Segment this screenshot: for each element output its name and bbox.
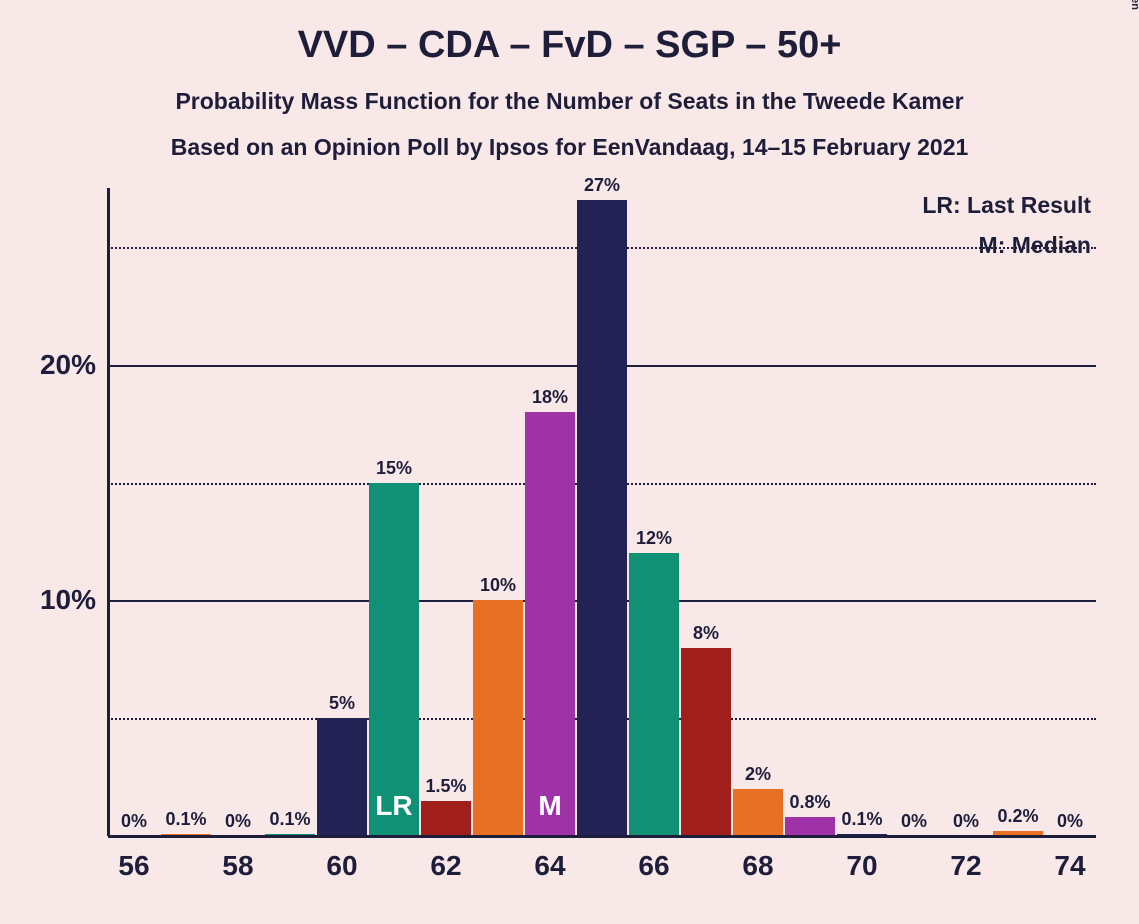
bar: 15%LR: [369, 483, 419, 836]
x-axis-label: 74: [1054, 850, 1085, 882]
bar-value-label: 27%: [584, 175, 620, 196]
bar: 1.5%: [421, 801, 471, 836]
bar-value-label: 8%: [693, 623, 719, 644]
x-axis-label: 60: [326, 850, 357, 882]
copyright-text: © 2021 Filip van Laenen: [1129, 0, 1139, 10]
bar: 10%: [473, 600, 523, 836]
bar-value-label: 0.2%: [997, 806, 1038, 827]
y-axis: [107, 188, 110, 836]
x-axis: [108, 835, 1096, 838]
bar-value-label: 0.8%: [789, 792, 830, 813]
chart-container: VVD – CDA – FvD – SGP – 50+ Probability …: [0, 0, 1139, 924]
chart-subtitle-2: Based on an Opinion Poll by Ipsos for Ee…: [0, 134, 1139, 161]
bar-value-label: 0%: [1057, 811, 1083, 832]
bar-value-label: 0.1%: [269, 809, 310, 830]
bar-value-label: 2%: [745, 764, 771, 785]
bar-value-label: 10%: [480, 575, 516, 596]
y-axis-label: 10%: [40, 584, 96, 616]
bar: 18%M: [525, 412, 575, 836]
bar-annotation: LR: [375, 790, 412, 822]
bar-value-label: 1.5%: [425, 776, 466, 797]
x-axis-label: 72: [950, 850, 981, 882]
bar-value-label: 15%: [376, 458, 412, 479]
bar: 2%: [733, 789, 783, 836]
bar: 12%: [629, 553, 679, 836]
x-axis-label: 58: [222, 850, 253, 882]
x-axis-label: 68: [742, 850, 773, 882]
bar-value-label: 5%: [329, 693, 355, 714]
x-axis-label: 64: [534, 850, 565, 882]
chart-subtitle-1: Probability Mass Function for the Number…: [0, 88, 1139, 115]
bar: 0.8%: [785, 817, 835, 836]
bar: 5%: [317, 718, 367, 836]
bar-value-label: 0%: [225, 811, 251, 832]
x-axis-label: 56: [118, 850, 149, 882]
bar-value-label: 0%: [901, 811, 927, 832]
plot-area: 10%20%0%0.1%0%0.1%5%15%LR1.5%10%18%M27%1…: [108, 188, 1096, 836]
chart-title: VVD – CDA – FvD – SGP – 50+: [0, 24, 1139, 67]
x-axis-label: 70: [846, 850, 877, 882]
bar-value-label: 18%: [532, 387, 568, 408]
bar-value-label: 0%: [121, 811, 147, 832]
bar-value-label: 0.1%: [841, 809, 882, 830]
bar: 27%: [577, 200, 627, 836]
x-axis-label: 62: [430, 850, 461, 882]
y-axis-label: 20%: [40, 349, 96, 381]
bar-value-label: 0.1%: [165, 809, 206, 830]
bar-annotation: M: [538, 790, 561, 822]
bar-value-label: 12%: [636, 528, 672, 549]
bar: 8%: [681, 648, 731, 837]
x-axis-label: 66: [638, 850, 669, 882]
bar-value-label: 0%: [953, 811, 979, 832]
